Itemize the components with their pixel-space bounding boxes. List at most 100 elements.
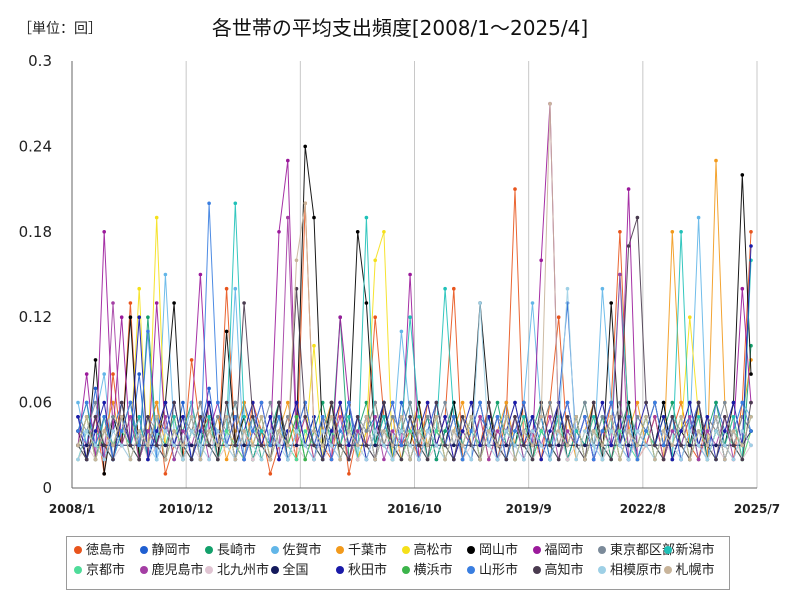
data-point [207,386,211,391]
data-point [452,429,456,433]
data-point [487,429,491,433]
data-point [181,443,185,448]
data-point [460,415,465,419]
data-point [679,230,683,234]
data-point [583,429,587,433]
data-point [277,457,281,462]
data-point [172,415,176,419]
legend-marker [598,566,606,574]
data-point [460,400,465,405]
data-point [749,244,753,248]
legend-item: 佐賀市 [270,542,322,560]
data-point [294,258,299,263]
data-point [111,429,115,433]
axes [71,61,757,489]
legend-marker [205,566,213,574]
data-point [216,429,220,433]
data-point [539,457,543,462]
legend-label: 鹿児島市 [151,563,204,578]
data-point [355,415,360,419]
data-point [661,415,666,419]
data-point [268,415,273,419]
data-point [364,443,369,448]
legend-label: 東京都区部 [610,543,676,558]
data-point [154,415,159,419]
data-point [84,429,89,433]
data-point [705,443,710,448]
data-point [286,400,290,405]
legend-label: 山形市 [479,563,519,578]
data-point [696,215,701,220]
data-point [661,400,666,405]
data-point [653,415,657,419]
data-point [399,457,404,462]
data-point [565,429,570,433]
data-point [119,429,124,433]
legend-label: 横浜市 [413,563,453,578]
data-point [626,443,631,448]
data-point [329,457,334,462]
data-point [740,429,745,433]
data-point [320,415,325,419]
data-point [355,230,360,234]
data-point [242,415,246,419]
data-point [504,400,509,405]
legend-marker [139,566,148,574]
legend-marker [663,566,672,574]
data-point [513,187,517,191]
data-point [320,443,325,448]
data-point [277,230,281,234]
data-point [390,400,395,405]
data-point [723,429,727,433]
data-point [399,429,404,433]
data-point [233,400,238,405]
data-point [434,457,439,462]
data-point [696,429,701,433]
data-point [443,429,447,433]
data-point [487,415,491,419]
data-point [259,400,264,405]
data-point [522,400,526,405]
data-point [390,457,395,462]
data-point [399,443,404,448]
data-point [408,443,412,448]
data-point [364,215,369,220]
data-point [102,230,106,234]
data-point [329,400,334,405]
data-point [504,415,509,419]
data-point [539,429,543,433]
data-point [329,415,334,419]
data-point [670,429,675,433]
data-point [740,457,745,462]
data-point [373,258,378,263]
data-point [417,457,421,462]
legend-item: 新潟市 [663,542,715,560]
data-point [286,457,290,462]
data-point [320,400,325,405]
data-point [242,400,246,405]
data-point [504,443,509,448]
data-point [670,400,675,405]
data-point [259,457,264,462]
y-tick-label: 0.06 [19,394,52,412]
data-point [556,457,561,462]
data-point [731,457,736,462]
data-point [172,457,176,462]
data-point [600,400,605,405]
data-point [154,215,159,220]
data-point [373,400,378,405]
legend-label: 高知市 [544,563,584,578]
data-point [286,158,290,163]
data-point [635,457,640,462]
data-point [513,443,517,448]
data-point [434,415,439,419]
data-point [408,429,412,433]
data-point [102,429,106,433]
series-line [77,217,752,461]
data-point [189,457,194,462]
data-point [487,443,491,448]
data-point [548,443,552,448]
data-point [347,443,351,448]
legend-label: 長崎市 [217,543,257,558]
series-line [77,402,752,446]
